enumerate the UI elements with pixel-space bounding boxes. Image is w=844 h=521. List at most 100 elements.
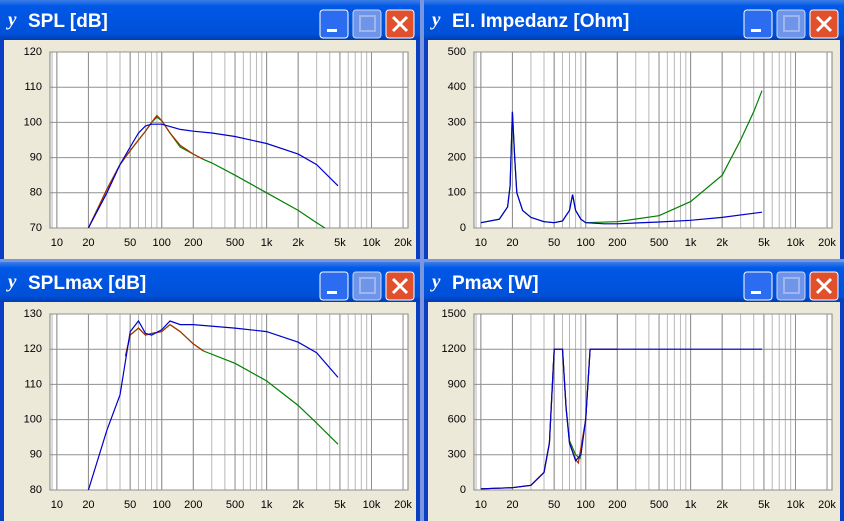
x-tick-label: 20k [394,499,412,511]
x-tick-label: 20k [818,237,836,249]
title-bar [424,0,844,40]
y-tick-label: 100 [24,414,42,426]
minimize-glyph [751,291,761,294]
x-tick-label: 200 [608,237,626,249]
x-tick-label: 200 [608,499,626,511]
y-tick-label: 200 [448,152,466,164]
title-bar [0,262,420,302]
x-tick-label: 100 [153,499,171,511]
y-tick-label: 300 [448,449,466,461]
x-tick-label: 20 [82,237,94,249]
y-tick-label: 80 [30,484,42,496]
minimize-button[interactable] [743,9,773,39]
x-tick-label: 2k [292,499,304,511]
x-tick-label: 100 [577,237,595,249]
maximize-button [776,9,806,39]
y-tick-label: 120 [24,343,42,355]
plot-area [49,51,409,229]
x-tick-label: 10 [51,237,63,249]
maximize-button [352,271,382,301]
minimize-glyph [751,29,761,32]
window-icon: у [430,271,441,292]
x-tick-label: 500 [226,499,244,511]
x-tick-label: 10k [787,237,805,249]
minimize-button[interactable] [743,271,773,301]
close-glyph [391,277,409,295]
minimize-glyph [327,291,337,294]
series-line [87,123,339,228]
x-tick-label: 100 [153,237,171,249]
x-tick-label: 20k [818,499,836,511]
x-tick-label: 20 [506,499,518,511]
y-tick-label: 90 [30,152,42,164]
window-icon: у [430,9,441,30]
y-tick-label: 110 [24,81,42,93]
title-bar [0,0,420,40]
x-tick-label: 200 [184,237,202,249]
x-tick-label: 100 [577,499,595,511]
title-bar [424,262,844,302]
x-tick-label: 10k [363,237,381,249]
close-glyph [815,277,833,295]
x-tick-label: 20 [82,499,94,511]
window-title: El. Impedanz [Ohm] [452,11,629,32]
x-tick-label: 10k [787,499,805,511]
series-line [480,348,762,490]
y-tick-label: 90 [30,449,42,461]
x-tick-label: 1k [685,499,697,511]
maximize-glyph [359,15,376,32]
x-tick-label: 2k [716,499,728,511]
x-tick-label: 2k [716,237,728,249]
y-tick-label: 300 [448,116,466,128]
maximize-glyph [359,277,376,294]
minimize-button[interactable] [319,9,349,39]
y-tick-label: 600 [448,414,466,426]
window-icon: у [6,271,17,292]
plot-area [473,313,833,491]
window: у El. Impedanz [Ohm] 10 20 50 100 200 500 1k 2k 5k… [424,0,844,259]
x-tick-label: 2k [292,237,304,249]
y-tick-label: 100 [24,116,42,128]
x-tick-label: 5k [758,237,770,249]
x-tick-label: 1k [685,237,697,249]
close-glyph [815,15,833,33]
x-tick-label: 5k [334,499,346,511]
x-tick-label: 50 [124,499,136,511]
minimize-glyph [327,29,337,32]
y-tick-label: 80 [30,187,42,199]
window-title: Pmax [W] [452,273,539,294]
y-tick-label: 100 [448,187,466,199]
y-tick-label: 900 [448,378,466,390]
x-tick-label: 200 [184,499,202,511]
x-tick-label: 500 [650,499,668,511]
maximize-button [352,9,382,39]
maximize-glyph [783,277,800,294]
y-tick-label: 120 [24,46,42,58]
x-tick-label: 50 [548,499,560,511]
y-tick-label: 130 [24,308,42,320]
x-tick-label: 10 [475,499,487,511]
x-tick-label: 1k [261,499,273,511]
window-icon: у [6,9,17,30]
y-tick-label: 1200 [442,343,466,355]
x-tick-label: 10k [363,499,381,511]
window: у Pmax [W] 10 20 50 100 200 500 1k 2k 5k 10k 20k 0 300… [424,262,844,521]
y-tick-label: 110 [24,378,42,390]
plot-area [49,313,409,491]
window-title: SPLmax [dB] [28,273,146,294]
x-tick-label: 20k [394,237,412,249]
x-tick-label: 20 [506,237,518,249]
y-tick-label: 500 [448,46,466,58]
minimize-button[interactable] [319,271,349,301]
window-title: SPL [dB] [28,11,108,32]
x-tick-label: 5k [334,237,346,249]
x-tick-label: 500 [226,237,244,249]
plot-area [473,51,833,229]
y-tick-label: 0 [460,484,466,496]
x-tick-label: 500 [650,237,668,249]
window: у SPL [dB] 10 20 50 100 200 500 1k 2k 5k 10k 20k 70 80… [0,0,420,259]
series-line [87,319,339,490]
y-tick-label: 70 [30,222,42,234]
